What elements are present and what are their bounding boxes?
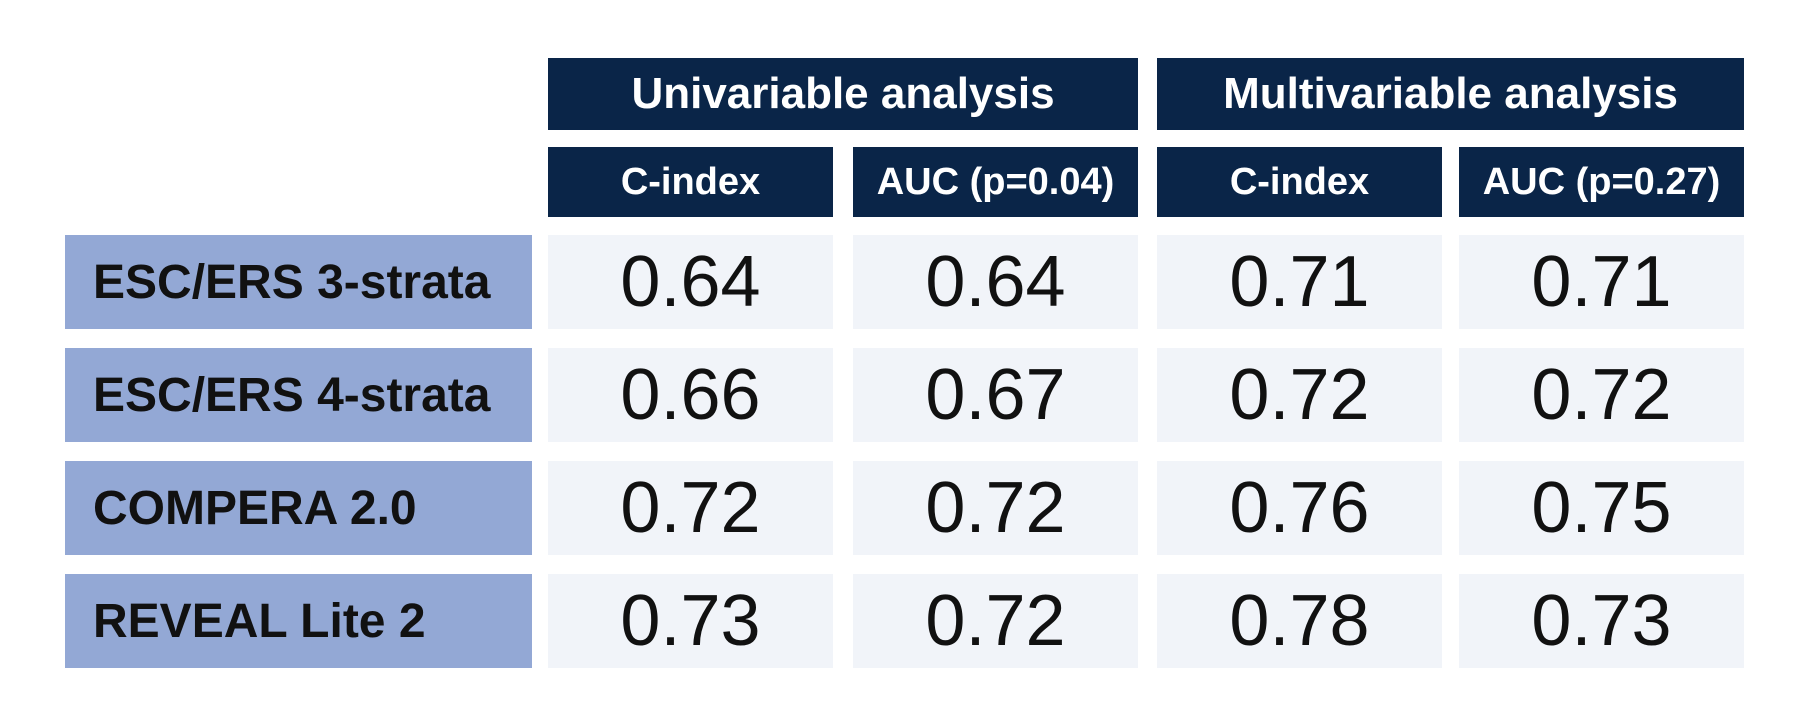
data-cell: 0.64 (548, 235, 833, 329)
data-cell: 0.75 (1459, 461, 1744, 555)
data-cell: 0.72 (1157, 348, 1442, 442)
data-cell: 0.67 (853, 348, 1138, 442)
data-cell: 0.64 (853, 235, 1138, 329)
column-group-header-univariable: Univariable analysis (548, 58, 1138, 130)
data-cell: 0.73 (548, 574, 833, 668)
data-cell: 0.72 (1459, 348, 1744, 442)
column-header-univariable-auc: AUC (p=0.04) (853, 147, 1138, 217)
data-cell: 0.71 (1459, 235, 1744, 329)
data-cell: 0.78 (1157, 574, 1442, 668)
row-header-compera-2-0: COMPERA 2.0 (65, 461, 532, 555)
row-header-esc-ers-3-strata: ESC/ERS 3-strata (65, 235, 532, 329)
column-header-univariable-c-index: C-index (548, 147, 833, 217)
data-cell: 0.73 (1459, 574, 1744, 668)
data-cell: 0.72 (853, 574, 1138, 668)
column-header-multivariable-c-index: C-index (1157, 147, 1442, 217)
data-cell: 0.66 (548, 348, 833, 442)
data-cell: 0.72 (548, 461, 833, 555)
column-header-multivariable-auc: AUC (p=0.27) (1459, 147, 1744, 217)
column-group-header-multivariable: Multivariable analysis (1157, 58, 1744, 130)
data-cell: 0.76 (1157, 461, 1442, 555)
data-cell: 0.72 (853, 461, 1138, 555)
data-cell: 0.71 (1157, 235, 1442, 329)
row-header-esc-ers-4-strata: ESC/ERS 4-strata (65, 348, 532, 442)
row-header-reveal-lite-2: REVEAL Lite 2 (65, 574, 532, 668)
